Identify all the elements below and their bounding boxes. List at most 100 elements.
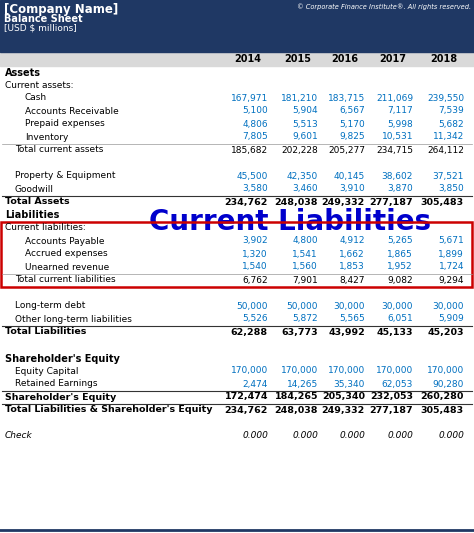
Text: 249,332: 249,332 <box>322 406 365 415</box>
Text: 1,865: 1,865 <box>387 249 413 259</box>
Text: Total current liabilities: Total current liabilities <box>15 276 116 285</box>
Text: 234,762: 234,762 <box>225 406 268 415</box>
Text: 264,112: 264,112 <box>427 146 464 155</box>
Text: 30,000: 30,000 <box>382 302 413 311</box>
Text: © Corporate Finance Institute®. All rights reserved.: © Corporate Finance Institute®. All righ… <box>297 3 471 10</box>
Text: 2,474: 2,474 <box>243 379 268 389</box>
Text: [Company Name]: [Company Name] <box>4 3 118 16</box>
Text: 7,805: 7,805 <box>242 133 268 141</box>
Text: 2015: 2015 <box>284 54 311 64</box>
Text: 277,187: 277,187 <box>369 406 413 415</box>
Text: Cash: Cash <box>25 93 47 102</box>
Text: 234,762: 234,762 <box>225 198 268 206</box>
Text: 211,069: 211,069 <box>376 93 413 102</box>
Text: 5,671: 5,671 <box>438 237 464 246</box>
Text: 202,228: 202,228 <box>281 146 318 155</box>
Text: 9,601: 9,601 <box>292 133 318 141</box>
Text: 248,038: 248,038 <box>274 406 318 415</box>
Text: Balance Sheet: Balance Sheet <box>4 14 82 24</box>
Text: Property & Equipment: Property & Equipment <box>15 172 116 181</box>
Text: 185,682: 185,682 <box>231 146 268 155</box>
Text: 42,350: 42,350 <box>287 172 318 181</box>
Text: Total Liabilities: Total Liabilities <box>5 327 86 336</box>
Text: 2018: 2018 <box>430 54 457 64</box>
Text: 170,000: 170,000 <box>328 367 365 376</box>
Text: Current assets:: Current assets: <box>5 80 73 90</box>
Text: 4,800: 4,800 <box>292 237 318 246</box>
Text: 234,715: 234,715 <box>376 146 413 155</box>
Text: 2014: 2014 <box>235 54 262 64</box>
Text: 5,909: 5,909 <box>438 314 464 324</box>
Text: 1,899: 1,899 <box>438 249 464 259</box>
Bar <box>0 52 474 66</box>
Text: 30,000: 30,000 <box>432 302 464 311</box>
Text: Check: Check <box>5 432 33 440</box>
Text: 5,100: 5,100 <box>242 107 268 116</box>
Text: 167,971: 167,971 <box>231 93 268 102</box>
Text: 205,277: 205,277 <box>328 146 365 155</box>
Text: 5,513: 5,513 <box>292 119 318 128</box>
Text: 170,000: 170,000 <box>376 367 413 376</box>
Text: 1,541: 1,541 <box>292 249 318 259</box>
Text: 45,133: 45,133 <box>376 327 413 336</box>
Text: 62,288: 62,288 <box>231 327 268 336</box>
Text: Assets: Assets <box>5 68 41 77</box>
Text: 248,038: 248,038 <box>274 198 318 206</box>
Text: 232,053: 232,053 <box>370 392 413 401</box>
Text: 50,000: 50,000 <box>286 302 318 311</box>
Text: 6,762: 6,762 <box>242 276 268 285</box>
Text: 3,580: 3,580 <box>242 184 268 193</box>
Text: 239,550: 239,550 <box>427 93 464 102</box>
Text: 38,602: 38,602 <box>382 172 413 181</box>
Text: 63,773: 63,773 <box>282 327 318 336</box>
Text: 5,998: 5,998 <box>387 119 413 128</box>
Text: Long-term debt: Long-term debt <box>15 302 85 311</box>
Text: 1,952: 1,952 <box>387 262 413 271</box>
Text: 181,210: 181,210 <box>281 93 318 102</box>
Text: 37,521: 37,521 <box>433 172 464 181</box>
Text: 1,560: 1,560 <box>292 262 318 271</box>
Text: Accrued expenses: Accrued expenses <box>25 249 108 259</box>
Text: Unearned revenue: Unearned revenue <box>25 262 109 271</box>
Text: 170,000: 170,000 <box>281 367 318 376</box>
Text: Current Liabilities: Current Liabilities <box>149 208 431 236</box>
Text: 1,724: 1,724 <box>438 262 464 271</box>
Text: Other long-term liabilities: Other long-term liabilities <box>15 314 132 324</box>
Text: 9,082: 9,082 <box>387 276 413 285</box>
Text: 0.000: 0.000 <box>292 432 318 440</box>
Text: 1,320: 1,320 <box>242 249 268 259</box>
Text: 40,145: 40,145 <box>334 172 365 181</box>
Text: 5,526: 5,526 <box>242 314 268 324</box>
Text: 249,332: 249,332 <box>322 198 365 206</box>
Text: 0.000: 0.000 <box>438 432 464 440</box>
Text: 4,806: 4,806 <box>242 119 268 128</box>
Text: 1,853: 1,853 <box>339 262 365 271</box>
Text: 14,265: 14,265 <box>287 379 318 389</box>
Text: 3,870: 3,870 <box>387 184 413 193</box>
Text: 4,912: 4,912 <box>339 237 365 246</box>
Text: Shareholder's Equity: Shareholder's Equity <box>5 392 116 401</box>
Text: 5,682: 5,682 <box>438 119 464 128</box>
Text: 1,540: 1,540 <box>242 262 268 271</box>
Text: [USD $ millions]: [USD $ millions] <box>4 24 77 33</box>
Text: 50,000: 50,000 <box>237 302 268 311</box>
Text: 7,117: 7,117 <box>387 107 413 116</box>
Text: 7,901: 7,901 <box>292 276 318 285</box>
Text: 90,280: 90,280 <box>433 379 464 389</box>
Text: 30,000: 30,000 <box>334 302 365 311</box>
Text: 172,474: 172,474 <box>225 392 268 401</box>
Text: 2017: 2017 <box>380 54 407 64</box>
Text: 45,500: 45,500 <box>237 172 268 181</box>
Text: 3,850: 3,850 <box>438 184 464 193</box>
Text: 0.000: 0.000 <box>387 432 413 440</box>
Text: 35,340: 35,340 <box>334 379 365 389</box>
Text: 45,203: 45,203 <box>428 327 464 336</box>
Text: Retained Earnings: Retained Earnings <box>15 379 98 389</box>
Text: Goodwill: Goodwill <box>15 184 54 193</box>
Text: 170,000: 170,000 <box>231 367 268 376</box>
Text: Inventory: Inventory <box>25 133 68 141</box>
Text: 170,000: 170,000 <box>427 367 464 376</box>
Text: 277,187: 277,187 <box>369 198 413 206</box>
Text: 3,910: 3,910 <box>339 184 365 193</box>
Text: 5,872: 5,872 <box>292 314 318 324</box>
